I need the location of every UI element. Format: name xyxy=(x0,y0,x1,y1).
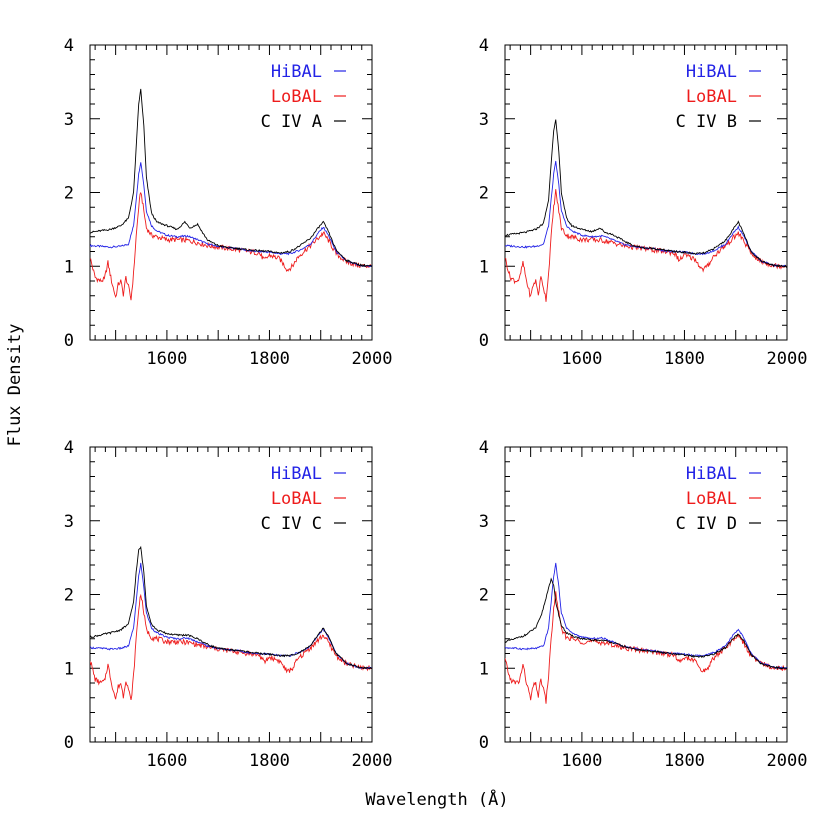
x-tick-label: 1600 xyxy=(561,751,602,771)
panel-top-right: 1600 1800 2000 0 1 2 3 4 HiBAL LoBAL C IV B xyxy=(479,36,808,369)
panel-bottom-right: 1600 1800 2000 0 1 2 3 4 HiBAL LoBAL C IV D xyxy=(479,438,808,771)
x-tick-label: 1600 xyxy=(561,349,602,369)
y-tick-label: 3 xyxy=(479,110,489,130)
plot-frame xyxy=(504,44,788,341)
legend-label: HiBAL xyxy=(686,464,737,484)
legend-label: C IV D xyxy=(676,514,737,534)
y-tick-label: 1 xyxy=(479,257,489,277)
legend-label: LoBAL xyxy=(271,87,322,107)
x-tick-label: 1600 xyxy=(146,349,187,369)
x-axis-title: Wavelength (Å) xyxy=(365,788,508,810)
y-tick-label: 0 xyxy=(64,331,74,351)
y-tick-label: 4 xyxy=(64,36,74,56)
series-line-HiBAL xyxy=(90,162,372,268)
y-tick-label: 1 xyxy=(64,659,74,679)
legend-label: LoBAL xyxy=(686,87,737,107)
series-line-HiBAL xyxy=(505,562,787,670)
y-tick-label: 1 xyxy=(479,659,489,679)
legend-label: HiBAL xyxy=(271,464,322,484)
panel-bottom-left: 1600 1800 2000 0 1 2 3 4 HiBAL LoBAL C IV C xyxy=(64,438,393,771)
series-line-LoBAL xyxy=(90,191,372,301)
x-tick-label: 2000 xyxy=(767,349,808,369)
legend-label: HiBAL xyxy=(686,62,737,82)
series-line-LoBAL xyxy=(90,593,372,701)
y-tick-label: 4 xyxy=(479,36,489,56)
y-tick-label: 3 xyxy=(64,110,74,130)
panel-top-left: 1600 1800 2000 0 1 2 3 4 HiBAL LoBAL C IV A xyxy=(64,36,393,369)
legend-label: C IV C xyxy=(261,514,322,534)
series-line-composite xyxy=(505,577,787,670)
x-tick-label: 1600 xyxy=(146,751,187,771)
x-tick-label: 1800 xyxy=(249,751,290,771)
plot-frame xyxy=(89,44,373,341)
x-tick-label: 2000 xyxy=(352,349,393,369)
series-line-HiBAL xyxy=(90,562,372,670)
legend-label: LoBAL xyxy=(271,489,322,509)
legend-label: LoBAL xyxy=(686,489,737,509)
legend-label: C IV A xyxy=(261,112,322,132)
y-tick-label: 1 xyxy=(64,257,74,277)
y-tick-label: 4 xyxy=(479,438,489,458)
y-tick-label: 2 xyxy=(479,184,489,204)
x-tick-label: 1800 xyxy=(249,349,290,369)
series-line-LoBAL xyxy=(505,189,787,302)
y-tick-label: 0 xyxy=(64,733,74,753)
x-tick-label: 2000 xyxy=(352,751,393,771)
y-tick-label: 3 xyxy=(64,512,74,532)
y-tick-label: 2 xyxy=(64,586,74,606)
y-tick-label: 0 xyxy=(479,331,489,351)
series-line-composite xyxy=(90,88,372,267)
x-tick-label: 1800 xyxy=(664,349,705,369)
series-line-composite xyxy=(90,545,372,670)
plot-frame xyxy=(504,446,788,743)
y-tick-label: 3 xyxy=(479,512,489,532)
series-line-LoBAL xyxy=(505,591,787,704)
y-tick-label: 2 xyxy=(64,184,74,204)
plot-frame xyxy=(89,446,373,743)
y-tick-label: 4 xyxy=(64,438,74,458)
y-tick-label: 2 xyxy=(479,586,489,606)
x-tick-label: 2000 xyxy=(767,751,808,771)
legend-label: HiBAL xyxy=(271,62,322,82)
y-axis-title: Flux Density xyxy=(5,324,25,447)
series-line-composite xyxy=(505,119,787,268)
y-tick-label: 0 xyxy=(479,733,489,753)
x-tick-label: 1800 xyxy=(664,751,705,771)
series-line-HiBAL xyxy=(505,160,787,268)
legend-label: C IV B xyxy=(676,112,737,132)
